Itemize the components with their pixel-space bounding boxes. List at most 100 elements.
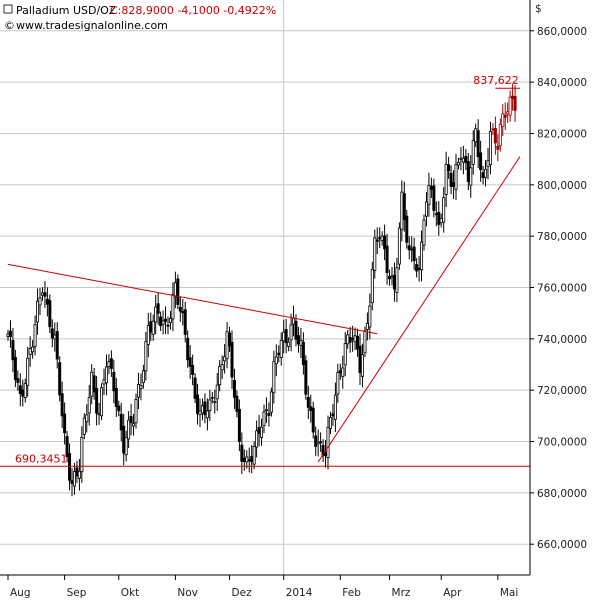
candle-body <box>102 379 106 385</box>
candle-body <box>58 362 62 396</box>
candle-body <box>400 191 404 231</box>
candle-body <box>156 303 160 314</box>
candles <box>6 84 517 497</box>
candle-body <box>92 375 96 393</box>
candle-body <box>114 387 118 407</box>
x-tick-label: Mrz <box>392 587 411 599</box>
candle-body <box>299 340 303 346</box>
candle-body <box>186 337 190 361</box>
horizontal-line-label: 837,622 <box>473 74 519 87</box>
candle-body <box>215 384 219 400</box>
candle-body <box>370 268 374 304</box>
candle-body <box>168 317 172 323</box>
candle-body <box>100 387 104 417</box>
candle-body <box>119 413 123 431</box>
candle-body <box>181 311 185 314</box>
candle-body <box>346 334 350 345</box>
x-tick-label: Sep <box>67 587 87 599</box>
candle-body <box>328 417 332 429</box>
candle-body <box>279 340 283 358</box>
candle-body <box>378 237 382 240</box>
candle-body <box>397 227 401 265</box>
candle-body <box>149 321 153 333</box>
candle-body <box>437 211 441 225</box>
candle-body <box>301 341 305 365</box>
candle-body <box>471 140 475 165</box>
candle-body <box>326 426 330 459</box>
candle-body <box>484 168 488 178</box>
candle-body <box>193 377 197 399</box>
candle-body <box>319 441 323 444</box>
candle-body <box>198 410 202 416</box>
candle-body <box>395 267 399 293</box>
candle-body <box>31 346 35 353</box>
candle-body <box>260 426 264 438</box>
candle-body <box>277 352 281 356</box>
candle-body <box>481 172 485 179</box>
candle-body <box>272 361 276 394</box>
candle-body <box>493 128 497 144</box>
candle-body <box>321 445 325 457</box>
x-tick-label: Nov <box>177 587 198 599</box>
candle-body <box>360 354 364 377</box>
candle-body <box>11 340 15 361</box>
candle-body <box>456 161 460 166</box>
y-tick-label: 860,0000 <box>537 26 587 38</box>
candle-body <box>117 405 121 412</box>
candle-body <box>486 160 490 168</box>
candle-body <box>422 219 426 246</box>
candle-body <box>488 131 492 165</box>
candle-body <box>141 370 145 384</box>
candle-body <box>461 157 465 163</box>
candle-body <box>506 111 510 115</box>
y-tick-label: 820,0000 <box>537 128 587 140</box>
candle-body <box>225 331 229 360</box>
candle-body <box>45 298 49 305</box>
candle-body <box>262 411 266 426</box>
candle-body <box>205 410 209 419</box>
candle-body <box>203 401 207 416</box>
y-tick-label: 840,0000 <box>537 77 587 89</box>
candle-body <box>442 197 446 223</box>
candle-body <box>134 399 138 424</box>
candle-body <box>417 267 421 271</box>
candle-body <box>412 246 416 262</box>
candle-body <box>63 413 67 434</box>
candle-body <box>70 480 74 484</box>
candle-body <box>269 391 273 413</box>
candle-body <box>348 337 352 343</box>
candle-body <box>188 357 192 367</box>
candle-body <box>36 300 40 323</box>
candle-body <box>294 320 298 340</box>
candle-body <box>368 305 372 328</box>
candle-body <box>454 164 458 190</box>
candle-body <box>200 405 204 414</box>
candle-body <box>311 407 315 433</box>
candle-body <box>429 185 433 190</box>
candle-body <box>466 161 470 183</box>
candle-body <box>439 217 443 224</box>
candle-body <box>476 130 480 158</box>
candle-body <box>136 384 140 398</box>
candle-body <box>511 95 515 99</box>
candle-body <box>282 331 286 342</box>
candle-body <box>274 356 278 365</box>
header: Palladium USD/OZ C:828,9000 -4,1000 -0,4… <box>3 4 276 32</box>
candle-body <box>161 320 165 325</box>
candle-body <box>424 201 428 217</box>
candle-body <box>304 360 308 395</box>
candle-body <box>415 264 419 272</box>
candle-body <box>220 364 224 371</box>
candle-body <box>427 185 431 205</box>
candle-body <box>124 437 128 456</box>
y-tick-label: 800,0000 <box>537 180 587 192</box>
annotations: 690,3451 837,622 <box>0 74 530 467</box>
candle-body <box>252 445 256 465</box>
candle-body <box>240 444 244 462</box>
candle-body <box>228 332 232 347</box>
header-checkbox[interactable] <box>3 4 13 14</box>
candle-body <box>447 164 451 172</box>
candle-body <box>434 213 438 216</box>
candle-body <box>338 370 342 374</box>
candle-body <box>90 371 94 397</box>
